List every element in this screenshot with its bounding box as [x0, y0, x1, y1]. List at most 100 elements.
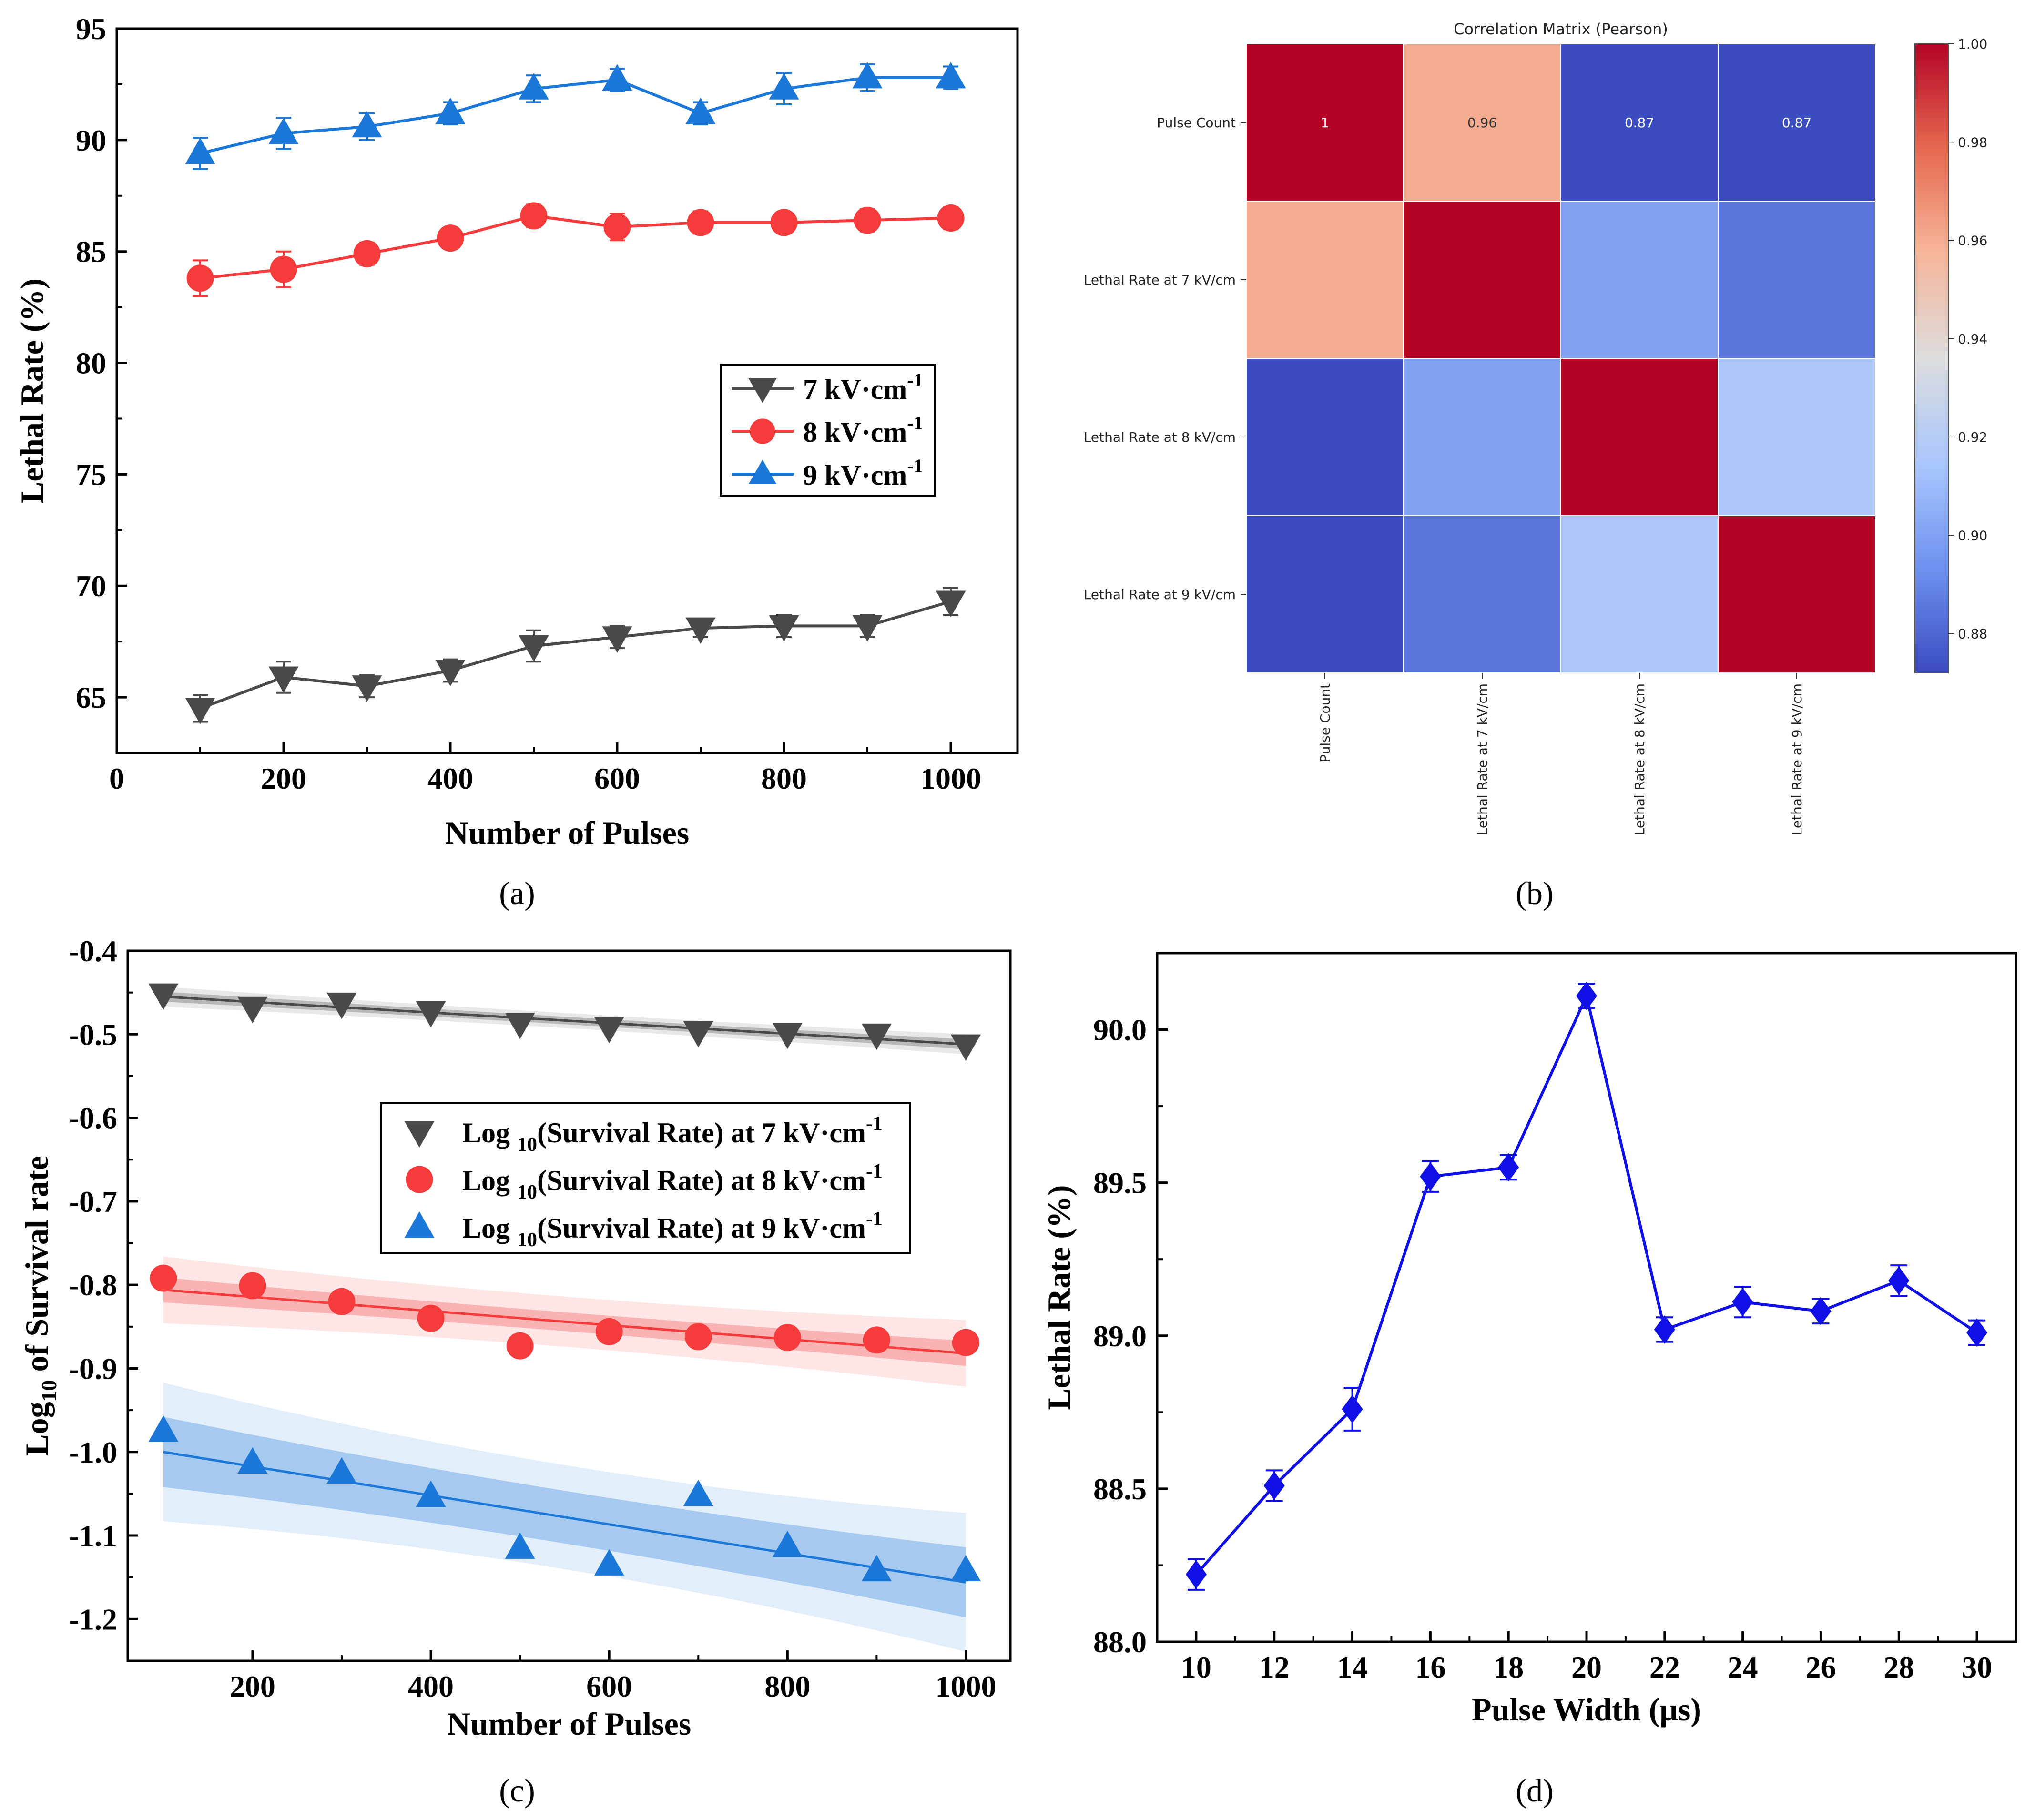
panel-c-series-2-point	[772, 1530, 803, 1557]
panel-d-ylabel: Lethal Rate (%)	[1041, 1185, 1077, 1410]
panel-c-legend-label-0: Log 10(Survival Rate) at 7 kV·cm-1	[462, 1113, 883, 1156]
panel-c-series-2-point	[950, 1555, 981, 1582]
panel-b-cell-annotation: 0.87	[1625, 115, 1654, 131]
panel-a-legend-label-0: 7 kV·cm-1	[803, 369, 923, 405]
panel-c-axes-frame	[126, 949, 1012, 1662]
panel-d-series-0-point	[1966, 1318, 1988, 1347]
panel-a-series-2-point	[769, 73, 799, 100]
panel-b-colorbar-label: 0.98	[1958, 134, 1987, 150]
panel-b-colorbar-label: 0.88	[1958, 626, 1987, 642]
panel-a-series-2-point	[185, 137, 215, 164]
panel-c-plot-area	[163, 986, 966, 1652]
panel-b-xtick-label: Pulse Count	[1317, 683, 1333, 763]
panel-a-xtick-label: 600	[594, 762, 640, 795]
panel-d-xtick-label: 10	[1181, 1650, 1211, 1684]
panel-c-series-2-point	[148, 1415, 179, 1442]
panel-c-xtick-label: 400	[408, 1669, 454, 1703]
panel-b-colorbar-label: 0.96	[1958, 233, 1987, 249]
panel-b-heatmap-cell	[1560, 201, 1719, 359]
panel-a-series-1-point	[520, 202, 548, 230]
panel-a-axes-frame	[115, 27, 1019, 754]
panel-d-xtick-label: 16	[1415, 1650, 1445, 1684]
panel-d-series-0-point	[1342, 1395, 1363, 1423]
panel-b-heatmap-cell	[1246, 358, 1404, 516]
panel-b-colorbar-label: 0.94	[1958, 331, 1987, 347]
panel-c-xtick-label: 200	[230, 1669, 275, 1703]
panel-a-lethal-rate-vs-pulses: 0 200 400 600 800 1000 65 70 75 80 85 90 95 Number of…	[14, 12, 1019, 851]
panel-d-series-0-point	[1732, 1288, 1753, 1317]
panel-a-series-1-point	[770, 209, 798, 236]
panel-label-b: (b)	[1516, 875, 1553, 911]
panel-a-ytick-label: 70	[76, 569, 106, 603]
panel-b-heatmap-cell	[1560, 515, 1719, 673]
panel-label-d: (d)	[1516, 1772, 1553, 1809]
panel-c-series-2-point	[861, 1555, 892, 1582]
panel-a-series-0-point	[268, 666, 299, 693]
panel-b-heatmap-cell	[1403, 515, 1561, 673]
panel-a-series-2-point	[936, 61, 966, 89]
panel-a-series-2-point	[602, 64, 632, 91]
panel-c-legend-marker-2	[404, 1211, 435, 1238]
panel-d-ytick-label: 88.0	[1093, 1625, 1147, 1659]
panel-b-heatmap-cell	[1560, 43, 1719, 202]
panel-a-ytick-label: 90	[76, 123, 106, 157]
panel-a-legend-marker-0	[748, 378, 777, 403]
panel-a-series-0-point	[769, 615, 799, 642]
panel-c-ytick-label: -0.4	[69, 934, 117, 968]
panel-a-series-0-point	[519, 635, 549, 662]
panel-c-series-0-point	[772, 1023, 803, 1049]
panel-c-ytick-label: -1.0	[69, 1435, 117, 1469]
panel-c-series-2-point	[326, 1457, 357, 1484]
panel-d-series-0-point	[1576, 982, 1598, 1010]
panel-d-lethal-rate-vs-pulse-width: 10 12 14 16 18 20 22 24 26 28 30 88.0 88.5 89.0 89.5 90…	[1041, 952, 2017, 1728]
panel-a-xtick-label: 800	[761, 762, 807, 795]
panel-b-heatmap-cell	[1718, 201, 1876, 359]
panel-c-legend-label-2: Log 10(Survival Rate) at 9 kV·cm-1	[462, 1208, 883, 1251]
panel-c-series-2-fit-line	[163, 1451, 966, 1584]
panel-b-ytick-label: Pulse Count	[1157, 115, 1236, 131]
panel-a-series-0-point	[435, 660, 466, 686]
panel-c-legend-box	[380, 1102, 911, 1254]
panel-d-series-0-point	[1654, 1315, 1675, 1344]
panel-a-legend-label-1: 8 kV·cm-1	[803, 412, 923, 448]
panel-c-series-2-point	[505, 1532, 535, 1559]
panel-d-xtick-label: 24	[1728, 1650, 1758, 1684]
panel-c-series-1-point	[684, 1323, 712, 1351]
panel-a-xlabel: Number of Pulses	[445, 814, 690, 851]
panel-b-heatmap-cell	[1718, 358, 1876, 516]
panel-a-series-2-point	[685, 97, 716, 124]
panel-c-legend: Log 10(Survival Rate) at 7 kV·cm-1 Log 10…	[380, 1102, 911, 1254]
panel-a-legend-marker-2	[748, 459, 777, 484]
panel-c-xlabel: Number of Pulses	[447, 1706, 692, 1742]
panel-a-series-2-point	[852, 61, 883, 89]
panel-c-ytick-label: -0.5	[69, 1017, 117, 1051]
panel-b-cell-annotation: 0.96	[1467, 115, 1497, 131]
panel-b-colorbar	[1914, 43, 1949, 673]
panel-c-xtick-label: 800	[764, 1669, 810, 1703]
panel-a-series-0-point	[352, 675, 382, 702]
panel-b-heatmap-cell	[1403, 358, 1561, 516]
panel-d-series-0-point	[1185, 1560, 1207, 1589]
panel-d-series-0-point	[1810, 1297, 1832, 1326]
panel-c-series-0-fit-line	[163, 995, 966, 1046]
panel-a-series-0-point	[852, 615, 883, 642]
panel-d-series-0-point	[1498, 1153, 1519, 1182]
panel-d-ytick-label: 90.0	[1093, 1013, 1147, 1047]
panel-c-series-2-point	[683, 1479, 713, 1506]
panel-b-ytick-label: Lethal Rate at 9 kV/cm	[1084, 587, 1236, 602]
panel-c-series-1-point	[863, 1326, 890, 1354]
panel-a-series-0-line	[199, 600, 951, 710]
panel-c-series-1-fit-line	[163, 1289, 966, 1355]
panel-d-xtick-label: 14	[1337, 1650, 1368, 1684]
panel-a-series-0-point	[685, 617, 716, 644]
panel-a-xtick-label: 200	[261, 762, 306, 795]
panel-b-xtick-label: Lethal Rate at 9 kV/cm	[1789, 683, 1805, 835]
panel-a-ytick-label: 75	[76, 458, 106, 491]
panel-b-heatmap-cell	[1560, 358, 1719, 516]
panel-c-series-1-point	[239, 1272, 266, 1300]
panel-a-series-1-point	[353, 240, 381, 267]
panel-a-series-0-point	[185, 697, 215, 724]
panel-b-heatmap-cell	[1246, 201, 1404, 359]
panel-a-ytick-label: 85	[76, 235, 106, 269]
panel-b-xtick-label: Lethal Rate at 7 kV/cm	[1475, 683, 1490, 835]
